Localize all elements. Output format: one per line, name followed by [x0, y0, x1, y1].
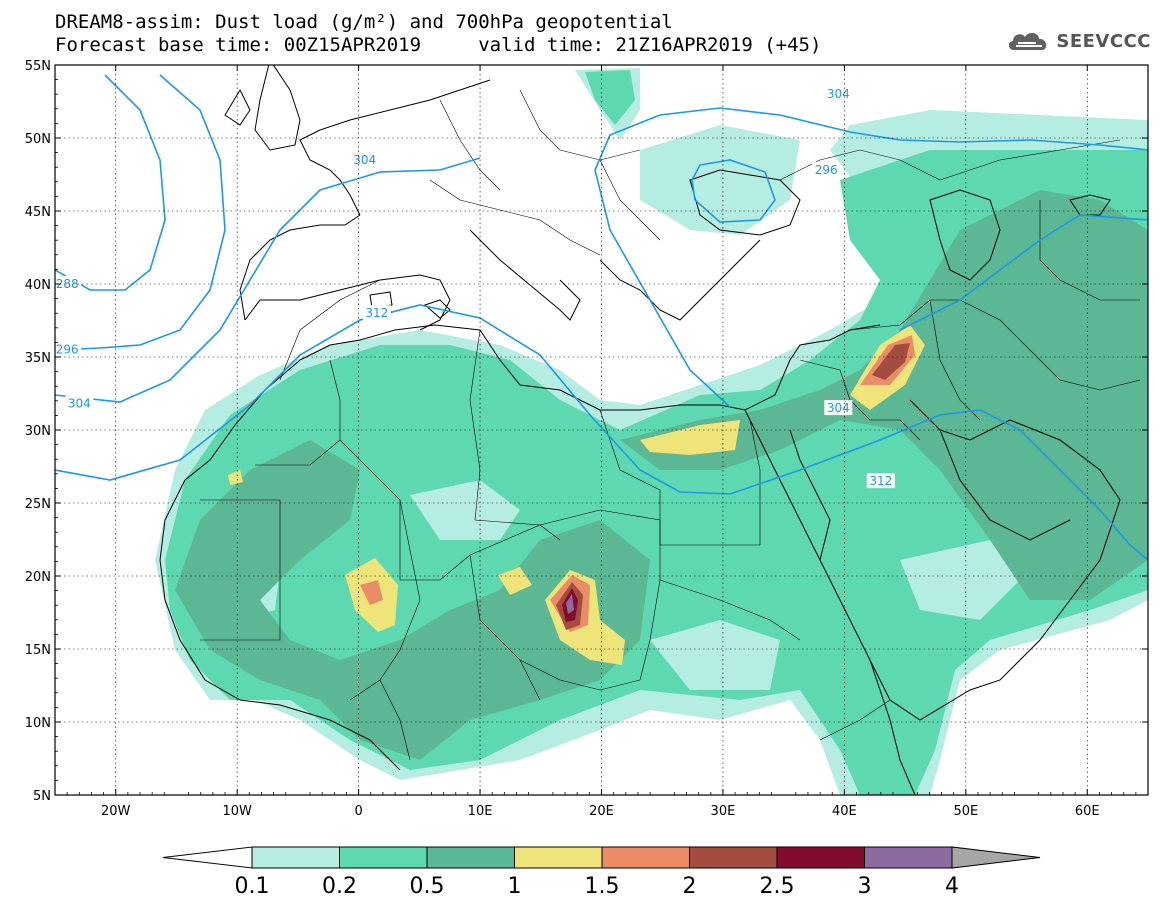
lat-label: 5N	[33, 789, 51, 804]
colorbar-label: 2	[683, 874, 697, 899]
contour-304-east	[594, 107, 781, 408]
latitude-axis: 55N 50N 45N 40N 35N 30N 25N 20N 15N 10N 5N	[25, 59, 1148, 804]
contour-304-west	[55, 157, 481, 403]
contour-label: 296	[815, 163, 838, 177]
lat-label: 15N	[25, 643, 51, 658]
contour-label-bg	[55, 341, 82, 357]
lon-label: 10W	[222, 804, 252, 819]
colorbar: 0.1 0.2 0.5 1 1.5 2 2.5 3 4	[162, 846, 1041, 899]
colorbar-segment	[251, 846, 340, 869]
colorbar-segment	[514, 846, 603, 869]
lon-label: 20E	[589, 804, 614, 819]
colorbar-label: 1.5	[585, 874, 620, 899]
dust-load-fields	[155, 68, 1148, 795]
contour-label-bg	[350, 151, 379, 167]
contour-label: 312	[869, 474, 892, 488]
colorbar-under-triangle	[162, 846, 253, 869]
colorbar-segment	[864, 846, 953, 869]
colorbar-label: 0.1	[235, 874, 270, 899]
longitude-axis: 20W 10W 0 10E 20E 30E 40E 50E 60E	[66, 65, 1137, 819]
dust-region-purple-chad	[566, 594, 574, 614]
lat-label: 25N	[25, 497, 51, 512]
dust-region-orange-mali	[360, 580, 383, 605]
dust-region-mid-green	[175, 440, 650, 760]
graticule	[55, 65, 1148, 795]
contour-label-bg	[824, 86, 853, 102]
colorbar-label: 0.2	[322, 874, 357, 899]
seevccc-logo: SEEVCCC	[1006, 28, 1151, 54]
logo-text: SEEVCCC	[1056, 30, 1151, 52]
contour-label: 304	[353, 153, 376, 167]
contour-label-bg	[1152, 203, 1165, 218]
lon-label: 50E	[953, 804, 978, 819]
contour-label: 288	[56, 277, 79, 291]
colorbar-label: 3	[858, 874, 872, 899]
contour-label: 304	[68, 397, 91, 411]
colorbar-label: 4	[945, 874, 959, 899]
dust-region-green-balkans	[585, 70, 635, 125]
colorbar-segment	[776, 846, 865, 869]
contour-labels: 28829630430431230429630431230429	[55, 86, 1165, 489]
contour-label-bg	[362, 305, 391, 321]
contour-label: 304	[827, 87, 850, 101]
contour-312	[55, 304, 1148, 561]
lat-label: 20N	[25, 570, 51, 585]
lat-label: 45N	[25, 205, 51, 220]
lat-label: 35N	[25, 351, 51, 366]
colorbar-segment	[689, 846, 778, 869]
lat-label: 50N	[25, 132, 51, 147]
colorbar-label: 2.5	[760, 874, 795, 899]
forecast-times: Forecast base time: 00Z15APR2019 valid t…	[55, 34, 822, 56]
contour-label-bg	[65, 395, 94, 411]
contour-296-west	[55, 74, 226, 351]
map-title: DREAM8-assim: Dust load (g/m²) and 700hP…	[55, 11, 673, 33]
lon-label: 60E	[1075, 804, 1100, 819]
dust-region-brown-iraq	[872, 343, 910, 380]
lon-label: 40E	[832, 804, 857, 819]
coastlines	[159, 65, 1121, 795]
colorbar-label: 0.5	[410, 874, 445, 899]
contour-label-bg	[812, 162, 841, 178]
colorbar-segment	[426, 846, 515, 869]
dust-region-light-northeast	[575, 68, 800, 235]
cloud-icon	[1009, 33, 1047, 50]
lon-label: 10E	[468, 804, 493, 819]
dust-region-yellow-egypt	[640, 420, 740, 455]
colorbar-label: 1	[508, 874, 522, 899]
contour-288-west	[55, 74, 166, 291]
dust-region-yellow-niger	[498, 567, 532, 595]
lon-label: 0	[354, 804, 362, 819]
contour-label: 304	[1155, 204, 1165, 218]
lat-label: 55N	[25, 59, 51, 74]
geopotential-contours	[55, 74, 1148, 561]
colorbar-segment	[339, 846, 428, 869]
lon-label: 20W	[101, 804, 131, 819]
contour-label-bg	[866, 473, 895, 489]
contour-304-tail	[899, 214, 1148, 331]
dust-region-yellow-wsahara	[228, 470, 243, 485]
contour-296-east	[691, 159, 776, 223]
contour-label-bg	[824, 400, 853, 416]
colorbar-over-triangle	[951, 846, 1041, 869]
contour-label: 312	[365, 306, 388, 320]
map-plot-area: 28829630430431230429630431230429	[55, 65, 1165, 795]
lat-label: 40N	[25, 278, 51, 293]
contour-304-northeast	[779, 114, 1148, 151]
colorbar-segment	[601, 846, 690, 869]
contour-label: 296	[56, 343, 79, 357]
contour-label-bg	[55, 276, 82, 291]
lat-label: 10N	[25, 716, 51, 731]
lat-label: 30N	[25, 424, 51, 439]
contour-label: 304	[827, 401, 850, 415]
lon-label: 30E	[711, 804, 736, 819]
